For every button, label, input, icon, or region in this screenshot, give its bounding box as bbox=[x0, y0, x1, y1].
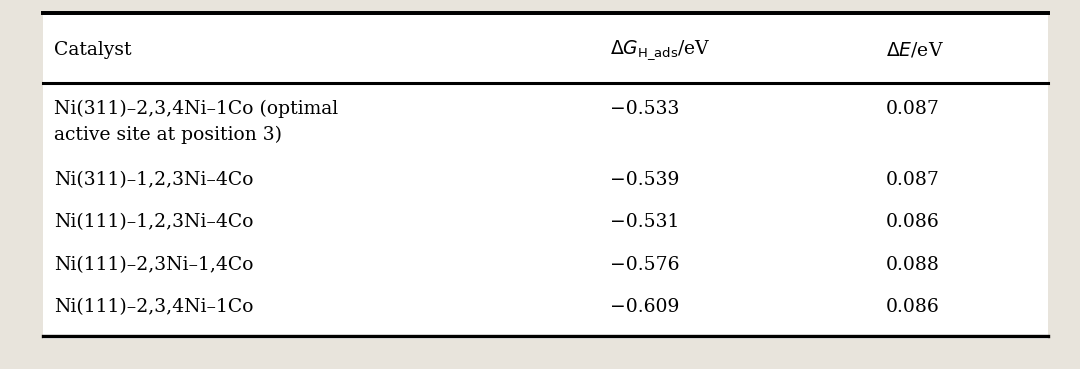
Text: Catalyst: Catalyst bbox=[54, 41, 132, 59]
Text: $\Delta E$/eV: $\Delta E$/eV bbox=[886, 40, 944, 59]
Text: Ni(311)–2,3,4Ni–1Co (optimal: Ni(311)–2,3,4Ni–1Co (optimal bbox=[54, 100, 338, 118]
Text: −0.539: −0.539 bbox=[610, 171, 679, 189]
Text: active site at position 3): active site at position 3) bbox=[54, 125, 282, 144]
Text: −0.531: −0.531 bbox=[610, 213, 679, 231]
Text: Ni(111)–1,2,3Ni–4Co: Ni(111)–1,2,3Ni–4Co bbox=[54, 213, 254, 231]
Text: 0.087: 0.087 bbox=[886, 171, 940, 189]
Text: Ni(311)–1,2,3Ni–4Co: Ni(311)–1,2,3Ni–4Co bbox=[54, 171, 254, 189]
Text: 0.088: 0.088 bbox=[886, 256, 940, 274]
Text: $\Delta G_{\mathrm{H\_ads}}$/eV: $\Delta G_{\mathrm{H\_ads}}$/eV bbox=[610, 38, 711, 62]
Text: −0.609: −0.609 bbox=[610, 298, 679, 316]
FancyBboxPatch shape bbox=[43, 11, 1048, 339]
Text: 0.086: 0.086 bbox=[886, 298, 940, 316]
Text: −0.576: −0.576 bbox=[610, 256, 679, 274]
Text: Ni(111)–2,3,4Ni–1Co: Ni(111)–2,3,4Ni–1Co bbox=[54, 298, 254, 316]
Text: 0.086: 0.086 bbox=[886, 213, 940, 231]
Text: Ni(111)–2,3Ni–1,4Co: Ni(111)–2,3Ni–1,4Co bbox=[54, 256, 254, 274]
Text: −0.533: −0.533 bbox=[610, 100, 679, 118]
Text: 0.087: 0.087 bbox=[886, 100, 940, 118]
